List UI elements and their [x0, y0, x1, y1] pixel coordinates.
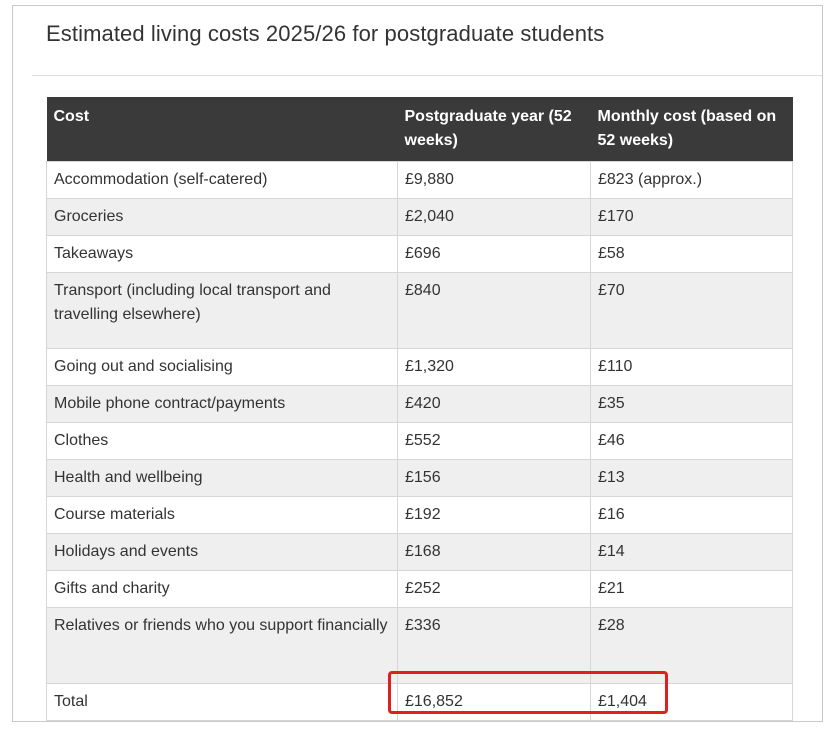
table-row: Course materials £192 £16: [46, 496, 793, 534]
table-row: Holidays and events £168 £14: [46, 533, 793, 571]
cost-cell: Transport (including local transport and…: [46, 272, 398, 349]
table-header-row: Cost Postgraduate year (52 weeks) Monthl…: [46, 97, 793, 162]
header-monthly-cost: Monthly cost (based on 52 weeks): [590, 97, 793, 162]
month-cell: £46: [590, 422, 793, 460]
cost-cell: Groceries: [46, 198, 398, 236]
total-row: Total £16,852 £1,404: [46, 683, 793, 721]
table-row: Accommodation (self-catered) £9,880 £823…: [46, 161, 793, 199]
living-costs-table: Cost Postgraduate year (52 weeks) Monthl…: [46, 97, 793, 721]
table-row: Takeaways £696 £58: [46, 235, 793, 273]
total-label-cell: Total: [46, 683, 398, 721]
cost-cell: Relatives or friends who you support fin…: [46, 607, 398, 684]
table-row: Groceries £2,040 £170: [46, 198, 793, 236]
month-cell: £110: [590, 348, 793, 386]
table-row: Health and wellbeing £156 £13: [46, 459, 793, 497]
cost-cell: Clothes: [46, 422, 398, 460]
month-cell: £70: [590, 272, 793, 349]
cost-cell: Course materials: [46, 496, 398, 534]
header-postgraduate-year: Postgraduate year (52 weeks): [397, 97, 591, 162]
month-cell: £21: [590, 570, 793, 608]
table-row: Transport (including local transport and…: [46, 272, 793, 349]
year-cell: £1,320: [397, 348, 591, 386]
year-cell: £252: [397, 570, 591, 608]
month-cell: £35: [590, 385, 793, 423]
table-row: Going out and socialising £1,320 £110: [46, 348, 793, 386]
page-title: Estimated living costs 2025/26 for postg…: [46, 21, 605, 46]
header-cost: Cost: [46, 97, 398, 162]
title-divider: [32, 75, 822, 76]
month-cell: £58: [590, 235, 793, 273]
total-year-cell: £16,852: [397, 683, 591, 721]
month-cell: £28: [590, 607, 793, 684]
table-row: Relatives or friends who you support fin…: [46, 607, 793, 684]
year-cell: £156: [397, 459, 591, 497]
year-cell: £840: [397, 272, 591, 349]
cost-cell: Going out and socialising: [46, 348, 398, 386]
cost-cell: Takeaways: [46, 235, 398, 273]
year-cell: £420: [397, 385, 591, 423]
year-cell: £2,040: [397, 198, 591, 236]
month-cell: £823 (approx.): [590, 161, 793, 199]
table-row: Gifts and charity £252 £21: [46, 570, 793, 608]
year-cell: £336: [397, 607, 591, 684]
month-cell: £13: [590, 459, 793, 497]
cost-cell: Accommodation (self-catered): [46, 161, 398, 199]
table-row: Mobile phone contract/payments £420 £35: [46, 385, 793, 423]
month-cell: £16: [590, 496, 793, 534]
year-cell: £552: [397, 422, 591, 460]
total-month-cell: £1,404: [590, 683, 793, 721]
year-cell: £696: [397, 235, 591, 273]
cost-cell: Holidays and events: [46, 533, 398, 571]
month-cell: £14: [590, 533, 793, 571]
year-cell: £9,880: [397, 161, 591, 199]
year-cell: £168: [397, 533, 591, 571]
cost-cell: Gifts and charity: [46, 570, 398, 608]
table-row: Clothes £552 £46: [46, 422, 793, 460]
cost-cell: Mobile phone contract/payments: [46, 385, 398, 423]
cost-cell: Health and wellbeing: [46, 459, 398, 497]
year-cell: £192: [397, 496, 591, 534]
month-cell: £170: [590, 198, 793, 236]
